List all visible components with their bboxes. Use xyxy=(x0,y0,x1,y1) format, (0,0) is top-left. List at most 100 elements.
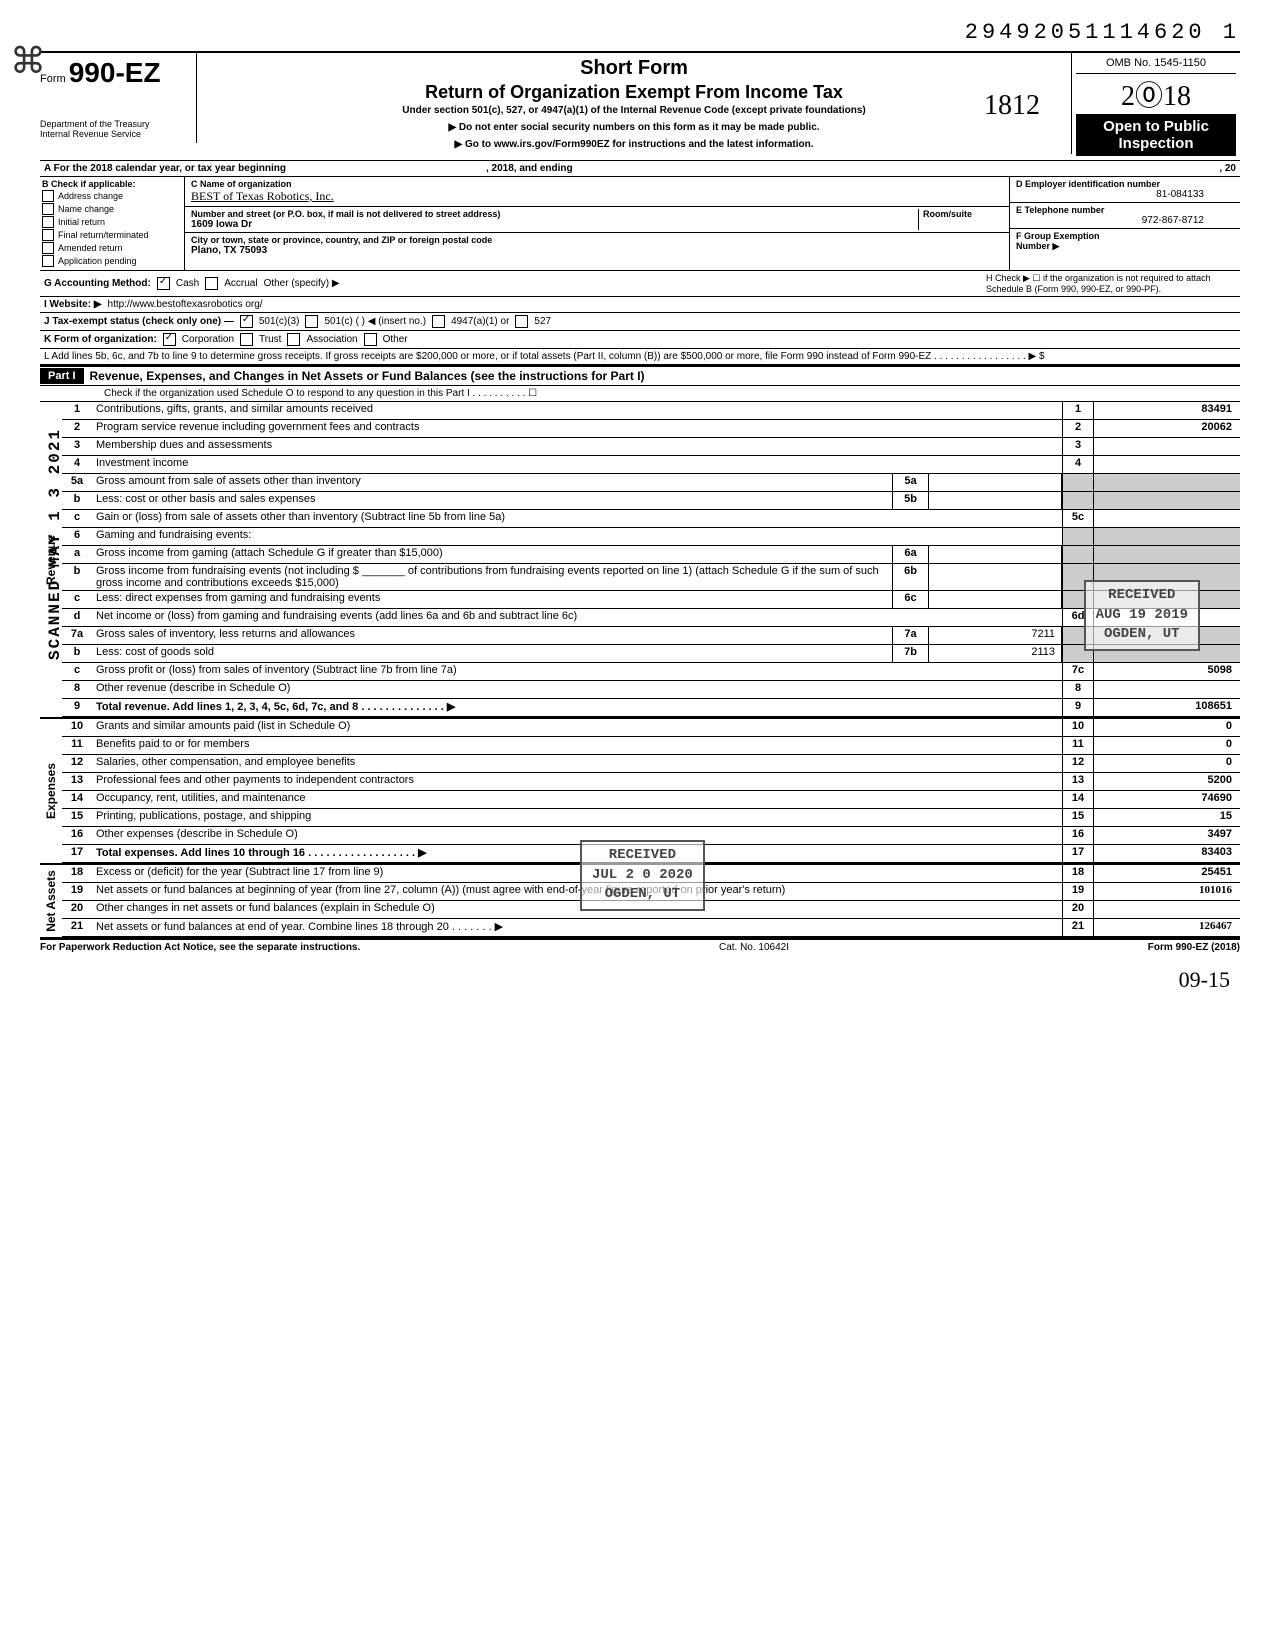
website-value: http://www.bestoftexasrobotics org/ xyxy=(108,299,263,310)
c-city-label: City or town, state or province, country… xyxy=(191,235,1003,245)
line-j: J Tax-exempt status (check only one) — 5… xyxy=(40,313,1240,331)
chk-initial-return[interactable]: Initial return xyxy=(42,216,182,228)
j-label: J Tax-exempt status (check only one) — xyxy=(44,316,234,327)
form-number: 990-EZ xyxy=(69,57,161,88)
title-return: Return of Organization Exempt From Incom… xyxy=(205,82,1063,103)
part1-check-line: Check if the organization used Schedule … xyxy=(40,386,1240,402)
b-header: B Check if applicable: xyxy=(42,179,182,189)
table-row: cGain or (loss) from sale of assets othe… xyxy=(62,510,1240,528)
chk-4947[interactable] xyxy=(432,315,445,328)
chk-address-change[interactable]: Address change xyxy=(42,190,182,202)
k-label: K Form of organization: xyxy=(44,334,157,345)
chk-final-return[interactable]: Final return/terminated xyxy=(42,229,182,241)
table-row: 11Benefits paid to or for members110 xyxy=(62,737,1240,755)
table-row: 12Salaries, other compensation, and empl… xyxy=(62,755,1240,773)
chk-527[interactable] xyxy=(515,315,528,328)
tax-year: 2⓪201818 xyxy=(1076,74,1236,114)
line-a-right: , 20 xyxy=(1219,163,1236,174)
omb-number: OMB No. 1545-1150 xyxy=(1076,57,1236,74)
chk-accrual[interactable] xyxy=(205,277,218,290)
org-street: 1609 Iowa Dr xyxy=(191,219,918,230)
open-line1: Open to Public xyxy=(1078,118,1234,135)
stamp-scanned: SCANNED MAY 1 3 2021 xyxy=(46,428,64,660)
footer-right: Form 990-EZ (2018) xyxy=(1148,942,1240,953)
c-street-label: Number and street (or P.O. box, if mail … xyxy=(191,209,500,219)
chk-trust[interactable] xyxy=(240,333,253,346)
l-text: L Add lines 5b, 6c, and 7b to line 9 to … xyxy=(44,351,1045,362)
instruction-url: ▶ Go to www.irs.gov/Form990EZ for instru… xyxy=(205,139,1063,150)
form-header: Form 990-EZ Department of the Treasury I… xyxy=(40,51,1240,160)
ein-value: 81-084133 xyxy=(1016,189,1234,200)
table-row: bGross income from fundraising events (n… xyxy=(62,564,1240,591)
chk-cash[interactable] xyxy=(157,277,170,290)
line-g: G Accounting Method: Cash Accrual Other … xyxy=(40,271,1240,297)
table-row: 6Gaming and fundraising events: xyxy=(62,528,1240,546)
handwritten-initial: ⌘ xyxy=(10,40,46,82)
part1-title: Revenue, Expenses, and Changes in Net As… xyxy=(84,367,1240,385)
header-left: Form 990-EZ Department of the Treasury I… xyxy=(40,53,197,143)
chk-name-change[interactable]: Name change xyxy=(42,203,182,215)
line-k: K Form of organization: Corporation Trus… xyxy=(40,331,1240,349)
stamp-received-2019: RECEIVEDAUG 19 2019OGDEN, UT xyxy=(1084,580,1200,651)
table-row: 5aGross amount from sale of assets other… xyxy=(62,474,1240,492)
open-line2: Inspection xyxy=(1078,135,1234,152)
table-row: cLess: direct expenses from gaming and f… xyxy=(62,591,1240,609)
subtitle: Under section 501(c), 527, or 4947(a)(1)… xyxy=(205,105,1063,116)
column-c: C Name of organization BEST of Texas Rob… xyxy=(185,177,1010,270)
g-other: Other (specify) ▶ xyxy=(264,278,340,289)
c-name-label: C Name of organization xyxy=(191,179,1003,189)
column-de: D Employer identification number 81-0841… xyxy=(1010,177,1240,270)
table-row: 1Contributions, gifts, grants, and simil… xyxy=(62,402,1240,420)
room-suite-label: Room/suite xyxy=(923,209,1003,219)
table-row: 9Total revenue. Add lines 1, 2, 3, 4, 5c… xyxy=(62,699,1240,717)
dept-treasury: Department of the Treasury xyxy=(40,119,190,129)
footer-center: Cat. No. 10642I xyxy=(360,942,1147,953)
line-a: A For the 2018 calendar year, or tax yea… xyxy=(40,160,1240,177)
e-phone-label: E Telephone number xyxy=(1016,205,1234,215)
chk-501c[interactable] xyxy=(305,315,318,328)
stamp-received-2020: RECEIVEDJUL 2 0 2020OGDEN, UT xyxy=(580,840,705,911)
g-label: G Accounting Method: xyxy=(44,278,151,289)
table-row: 2Program service revenue including gover… xyxy=(62,420,1240,438)
column-b: B Check if applicable: Address change Na… xyxy=(40,177,185,270)
table-row: 21Net assets or fund balances at end of … xyxy=(62,919,1240,937)
part1-header: Part I Revenue, Expenses, and Changes in… xyxy=(40,366,1240,386)
f-number-label: Number ▶ xyxy=(1016,241,1234,252)
revenue-section: Revenue 1Contributions, gifts, grants, a… xyxy=(40,402,1240,717)
handwritten-page-num: 09-15 xyxy=(1179,967,1230,993)
table-row: 13Professional fees and other payments t… xyxy=(62,773,1240,791)
footer-left: For Paperwork Reduction Act Notice, see … xyxy=(40,942,360,953)
table-row: aGross income from gaming (attach Schedu… xyxy=(62,546,1240,564)
table-row: dNet income or (loss) from gaming and fu… xyxy=(62,609,1240,627)
d-ein-label: D Employer identification number xyxy=(1016,179,1234,189)
table-row: cGross profit or (loss) from sales of in… xyxy=(62,663,1240,681)
line-l: L Add lines 5b, 6c, and 7b to line 9 to … xyxy=(40,349,1240,366)
document-id: 29492051114620 1 xyxy=(40,20,1240,45)
chk-amended[interactable]: Amended return xyxy=(42,242,182,254)
netassets-label: Net Assets xyxy=(40,865,62,937)
page-footer: For Paperwork Reduction Act Notice, see … xyxy=(40,939,1240,953)
header-center: Short Form Return of Organization Exempt… xyxy=(197,53,1072,154)
section-bcd: B Check if applicable: Address change Na… xyxy=(40,177,1240,271)
chk-other[interactable] xyxy=(364,333,377,346)
chk-pending[interactable]: Application pending xyxy=(42,255,182,267)
open-to-public: Open to Public Inspection xyxy=(1076,114,1236,156)
handwritten-1812: 1812 xyxy=(984,90,1040,122)
table-row: 4Investment income4 xyxy=(62,456,1240,474)
chk-association[interactable] xyxy=(287,333,300,346)
line-i: I Website: ▶ http://www.bestoftexasrobot… xyxy=(40,297,1240,313)
i-label: I Website: ▶ xyxy=(44,299,102,310)
table-row: 7aGross sales of inventory, less returns… xyxy=(62,627,1240,645)
phone-value: 972-867-8712 xyxy=(1016,215,1234,226)
table-row: 14Occupancy, rent, utilities, and mainte… xyxy=(62,791,1240,809)
line-h: H Check ▶ ☐ if the organization is not r… xyxy=(986,273,1236,294)
title-short-form: Short Form xyxy=(205,57,1063,80)
f-group-label: F Group Exemption xyxy=(1016,231,1234,241)
chk-corporation[interactable] xyxy=(163,333,176,346)
org-name: BEST of Texas Robotics, Inc. xyxy=(191,189,1003,204)
instruction-ssn: ▶ Do not enter social security numbers o… xyxy=(205,122,1063,133)
part1-check-text: Check if the organization used Schedule … xyxy=(104,388,537,399)
org-city: Plano, TX 75093 xyxy=(191,245,1003,256)
chk-501c3[interactable] xyxy=(240,315,253,328)
dept-irs: Internal Revenue Service xyxy=(40,129,190,139)
